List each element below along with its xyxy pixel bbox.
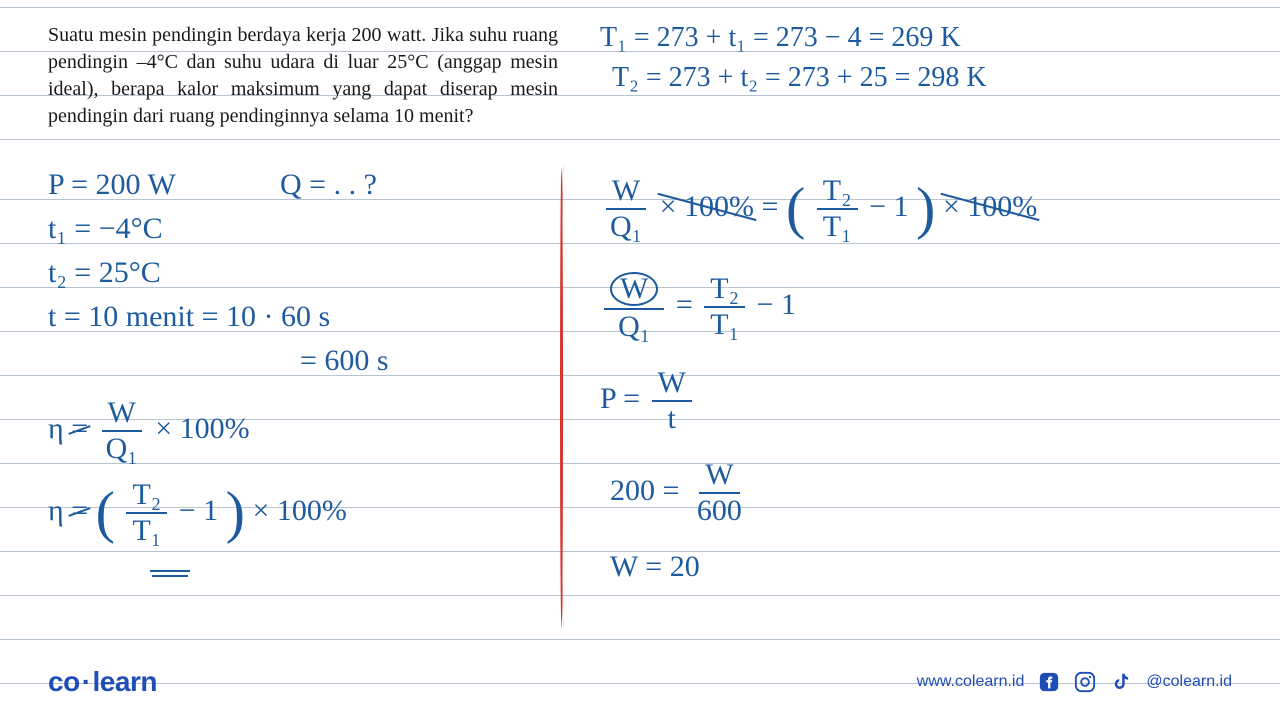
brand-part1: co [48, 666, 80, 697]
eta2-symbol: η [48, 494, 64, 527]
req1-tail-struck: × 100% [943, 190, 1037, 223]
kelvin-conversion-2: T₂ = 273 + t₂ = 273 + 25 = 298 K [612, 62, 987, 94]
eta1-numerator: W [102, 398, 142, 432]
req4-lhs: 200 = [610, 474, 679, 507]
kelvin-conversion-1: T₁ = 273 + t₁ = 273 − 4 = 269 K [600, 22, 961, 54]
given-P: P = 200 W [48, 168, 176, 202]
brand-part2: learn [93, 666, 157, 697]
req2-minus1: − 1 [757, 288, 796, 321]
equals-struck-2: = [71, 494, 88, 528]
problem-statement: Suatu mesin pendingin berdaya kerja 200 … [48, 22, 558, 130]
facebook-icon [1038, 671, 1060, 693]
instagram-icon [1074, 671, 1096, 693]
req1-rden: T₁ [817, 210, 858, 242]
req3-num: W [652, 368, 692, 402]
eta2-minus1: − 1 [179, 494, 218, 527]
given-Q: Q = . . ? [280, 168, 377, 202]
req3-den: t [661, 402, 681, 434]
req4-den: 600 [691, 494, 748, 526]
req1-minus1: − 1 [869, 190, 908, 223]
double-underline [150, 548, 190, 566]
req2-lnum: W [604, 272, 664, 310]
footer-url: www.colearn.id [917, 673, 1025, 691]
footer-right: www.colearn.id @colearn.id [917, 671, 1232, 693]
req1-lnum: W [606, 176, 646, 210]
given-t-value: = 600 s [300, 344, 389, 378]
req3-lhs: P = [600, 382, 640, 415]
eta2-numerator: T₂ [126, 480, 167, 514]
req1-eq: = [762, 190, 779, 223]
eta-equation-1: η = W Q₁ × 100% [48, 398, 250, 464]
brand-logo: co·learn [48, 666, 157, 698]
tiktok-icon [1110, 671, 1132, 693]
req1-mid-struck: × 100% [660, 190, 754, 223]
eta-equation-2: η = ( T₂ T₁ − 1 ) × 100% [48, 480, 347, 546]
given-t2: t₂ = 25°C [48, 256, 161, 290]
red-divider [560, 168, 563, 628]
req2-rnum: T₂ [704, 274, 745, 308]
right-eq-3: P = W t [600, 368, 696, 434]
req1-rnum: T₂ [817, 176, 858, 210]
footer-handle: @colearn.id [1146, 673, 1232, 691]
brand-dot: · [82, 666, 91, 697]
req1-lden: Q₁ [604, 210, 648, 242]
right-eq-1: W Q₁ × 100% = ( T₂ T₁ − 1 ) × 100% [600, 176, 1037, 242]
equals-struck: = [71, 412, 88, 446]
req2-eq: = [676, 288, 693, 321]
W-circled: W [610, 272, 658, 306]
eta2-tail: × 100% [253, 494, 347, 527]
req2-lden: Q₁ [612, 310, 656, 342]
right-eq-4: 200 = W 600 [610, 460, 752, 526]
eta1-denominator: Q₁ [100, 432, 144, 464]
given-t1: t₁ = −4°C [48, 212, 163, 246]
req4-num: W [699, 460, 739, 494]
given-t: t = 10 menit = 10 · 60 s [48, 300, 330, 334]
right-eq-5: W = 20 [610, 550, 700, 584]
eta1-tail: × 100% [155, 412, 249, 445]
eta-symbol: η [48, 412, 64, 445]
req2-rden: T₁ [704, 308, 745, 340]
footer: co·learn www.colearn.id @colearn.id [0, 662, 1280, 702]
eta2-denominator: T₁ [126, 514, 167, 546]
right-eq-2: W Q₁ = T₂ T₁ − 1 [600, 272, 796, 342]
